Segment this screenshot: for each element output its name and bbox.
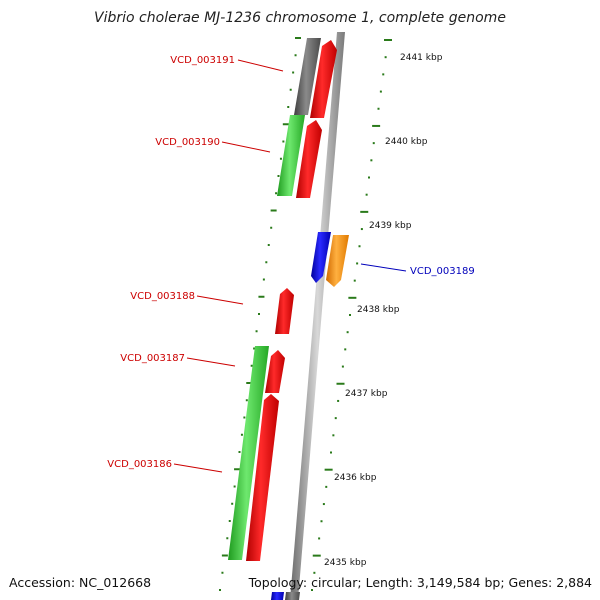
gene-label-VCD_003191[interactable]: VCD_003191 — [170, 55, 235, 66]
gene-feature-gray — [294, 38, 321, 115]
leader-line-VCD_003188 — [196, 295, 244, 305]
gene-feature-red-1 — [310, 40, 337, 118]
gene-label-VCD_003188[interactable]: VCD_003188 — [130, 291, 195, 302]
scale-label-2435: 2435 kbp — [324, 558, 367, 568]
gene-feature-blue-2 — [271, 592, 284, 600]
accession-text: Accession: NC_012668 — [9, 575, 152, 590]
tick-marks — [219, 37, 392, 591]
scale-label-2439: 2439 kbp — [369, 221, 412, 231]
map-title: Vibrio cholerae MJ-1236 chromosome 1, co… — [94, 10, 506, 26]
scale-label-2436: 2436 kbp — [334, 473, 377, 483]
gene-label-VCD_003190[interactable]: VCD_003190 — [155, 137, 220, 148]
gene-feature-gray-2 — [285, 592, 300, 600]
leader-line-VCD_003190 — [221, 141, 271, 153]
gene-feature-red-3 — [275, 288, 294, 334]
gene-feature-red-5 — [246, 394, 279, 561]
leader-line-VCD_003186 — [173, 463, 223, 473]
gene-feature-orange-1 — [326, 235, 349, 287]
genome-summary-text: Topology: circular; Length: 3,149,584 bp… — [248, 575, 592, 590]
scale-label-2437: 2437 kbp — [345, 389, 388, 399]
scale-label-2438: 2438 kbp — [357, 305, 400, 315]
leader-line-VCD_003191 — [237, 59, 284, 72]
leader-line-VCD_003187 — [186, 357, 236, 367]
gene-feature-red-4 — [265, 350, 285, 393]
gene-feature-red-2 — [296, 120, 322, 198]
gene-feature-green-2 — [228, 346, 269, 560]
gene-label-VCD_003189[interactable]: VCD_003189 — [410, 266, 475, 277]
gene-feature-blue-1 — [311, 232, 331, 283]
gene-label-VCD_003186[interactable]: VCD_003186 — [107, 459, 172, 470]
scale-label-2440: 2440 kbp — [385, 137, 428, 147]
chromosome-backbone — [290, 32, 345, 600]
gene-label-VCD_003187[interactable]: VCD_003187 — [120, 353, 185, 364]
leader-line-VCD_003189 — [360, 263, 407, 272]
scale-label-2441: 2441 kbp — [400, 53, 443, 63]
gene-feature-green-1 — [277, 115, 305, 196]
